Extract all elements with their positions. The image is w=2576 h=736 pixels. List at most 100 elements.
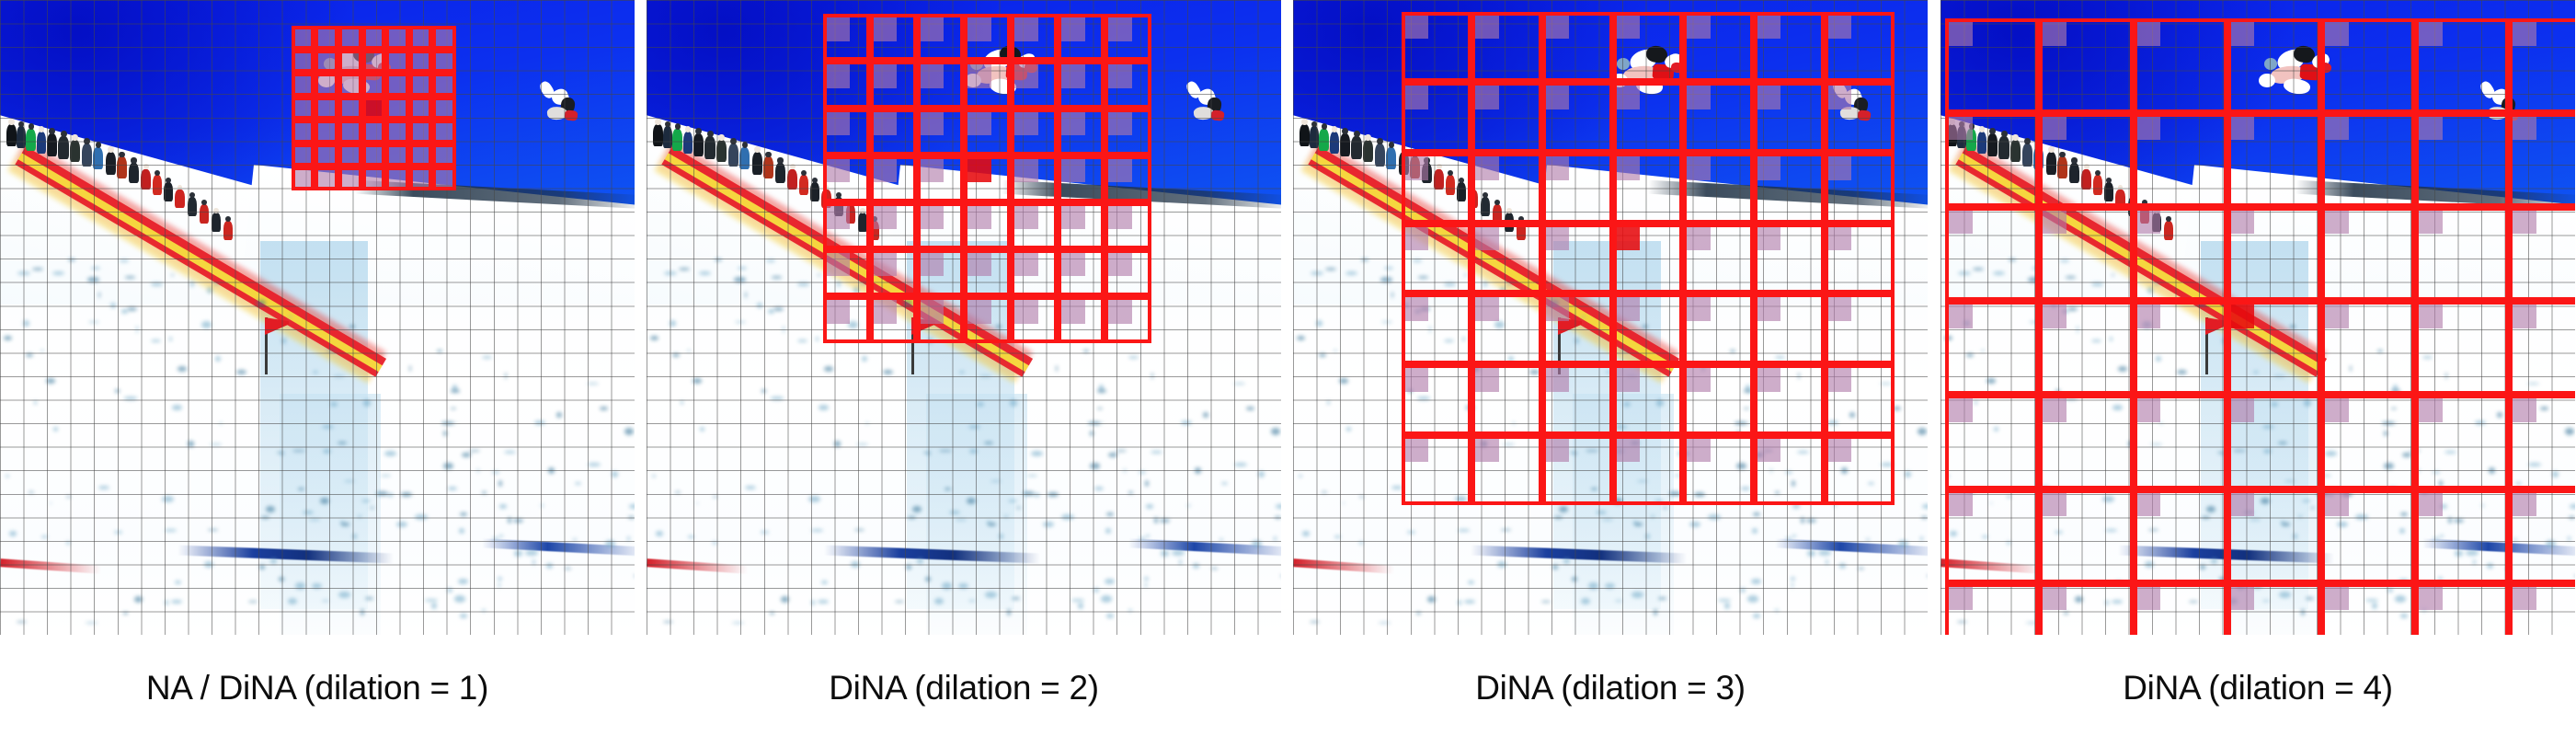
snow-speckle: [1379, 621, 1391, 624]
spectator-head: [1494, 200, 1500, 205]
snow-speckle: [545, 562, 554, 569]
snow-speckle: [1841, 467, 1848, 475]
snow-speckle: [1838, 562, 1847, 569]
snow-speckle: [629, 504, 635, 509]
spectator-head: [718, 134, 725, 141]
snow-speckle: [1414, 309, 1422, 314]
spectator: [223, 221, 234, 240]
snowboarder-part: [965, 74, 982, 88]
snow-speckle: [688, 535, 694, 539]
snow-speckle: [1009, 399, 1018, 407]
snow-speckle: [624, 428, 634, 435]
spectator-head: [2048, 145, 2055, 153]
spectator: [821, 189, 831, 209]
snow-speckle: [2546, 540, 2557, 547]
snow-speckle: [2382, 421, 2395, 425]
spectator-head: [695, 127, 702, 134]
spectator: [1998, 136, 2010, 160]
spectator: [129, 162, 140, 184]
snow-speckle: [2475, 420, 2487, 425]
snow-speckle: [1458, 529, 1470, 532]
spectator: [845, 204, 855, 224]
snow-speckle: [22, 320, 30, 327]
panel-caption-3: DiNA (dilation = 3): [1475, 669, 1746, 707]
snow-speckle: [2067, 306, 2078, 311]
snow-speckle: [1334, 535, 1341, 539]
snow-speckle: [1663, 506, 1667, 509]
snow-speckle: [2197, 300, 2206, 306]
snow-speckle: [188, 441, 195, 447]
snow-speckle: [1195, 467, 1201, 475]
snow-speckle: [1631, 592, 1643, 598]
snow-speckle: [321, 599, 329, 603]
snow-speckle: [922, 451, 931, 454]
spectator-head: [2166, 216, 2171, 222]
snow-speckle: [1775, 491, 1780, 495]
snow-speckle: [733, 277, 747, 282]
snow-speckle: [497, 577, 502, 581]
snow-speckle: [450, 407, 457, 409]
snow-speckle: [1989, 501, 1993, 504]
snow-speckle: [1219, 537, 1224, 541]
spectator: [1516, 221, 1527, 240]
snow-speckle: [276, 451, 284, 454]
snow-speckle: [1752, 528, 1757, 535]
snow-speckle: [2513, 537, 2518, 541]
snow-speckle: [2216, 451, 2225, 454]
scene-photo: [0, 0, 635, 635]
spectator-head: [1482, 191, 1488, 198]
snow-speckle: [1743, 389, 1754, 393]
snow-speckle: [2074, 596, 2083, 603]
snow-speckle: [916, 558, 924, 564]
spectator: [787, 168, 798, 190]
snow-speckle: [114, 531, 123, 534]
snow-speckle: [1458, 599, 1461, 606]
spectator-head: [741, 142, 749, 149]
snow-speckle: [1481, 441, 1488, 447]
spectator-head: [18, 121, 24, 128]
snow-speckle: [848, 320, 859, 328]
snow-speckle: [1100, 594, 1112, 603]
snow-speckle: [1918, 428, 1927, 435]
snow-speckle: [2006, 540, 2010, 546]
spectator-head: [1365, 134, 1371, 141]
snow-speckle: [265, 506, 275, 512]
spectator-head: [2059, 151, 2066, 158]
snow-speckle: [2061, 309, 2069, 314]
snow-speckle: [213, 282, 220, 284]
spectator: [1445, 175, 1455, 195]
snow-speckle: [425, 598, 439, 602]
snow-speckle: [1654, 608, 1657, 616]
snow-speckle: [2383, 431, 2387, 436]
spectator-head: [2035, 142, 2043, 149]
snow-speckle: [2514, 482, 2522, 486]
spectator-head: [28, 123, 34, 130]
spectator-head: [812, 178, 819, 183]
snow-speckle: [1740, 486, 1750, 491]
spectator-head: [189, 191, 195, 198]
snow-speckle: [883, 369, 894, 374]
snow-speckle: [967, 599, 976, 603]
snow-speckle: [1345, 427, 1352, 431]
panel-caption-4: DiNA (dilation = 4): [2123, 669, 2393, 707]
snowboarder-part-secondary: [1857, 109, 1872, 121]
spectator-head: [61, 131, 67, 138]
snow-speckle: [715, 259, 723, 261]
snow-speckle: [236, 369, 247, 374]
spectator-head: [872, 216, 877, 222]
snow-speckle: [165, 529, 177, 532]
snow-speckle: [1361, 259, 1369, 261]
spectator: [662, 126, 673, 149]
snow-speckle: [988, 523, 997, 526]
snow-speckle: [1233, 382, 1245, 385]
spectator-head: [847, 200, 853, 205]
spectator-head: [49, 127, 55, 134]
snow-speckle: [2384, 463, 2394, 469]
spectator: [1351, 136, 1363, 160]
snow-speckle: [1321, 490, 1327, 493]
snow-speckle: [1529, 369, 1540, 374]
snow-speckle: [120, 259, 129, 262]
snow-speckle: [341, 523, 350, 526]
spectator-head: [1518, 216, 1524, 222]
